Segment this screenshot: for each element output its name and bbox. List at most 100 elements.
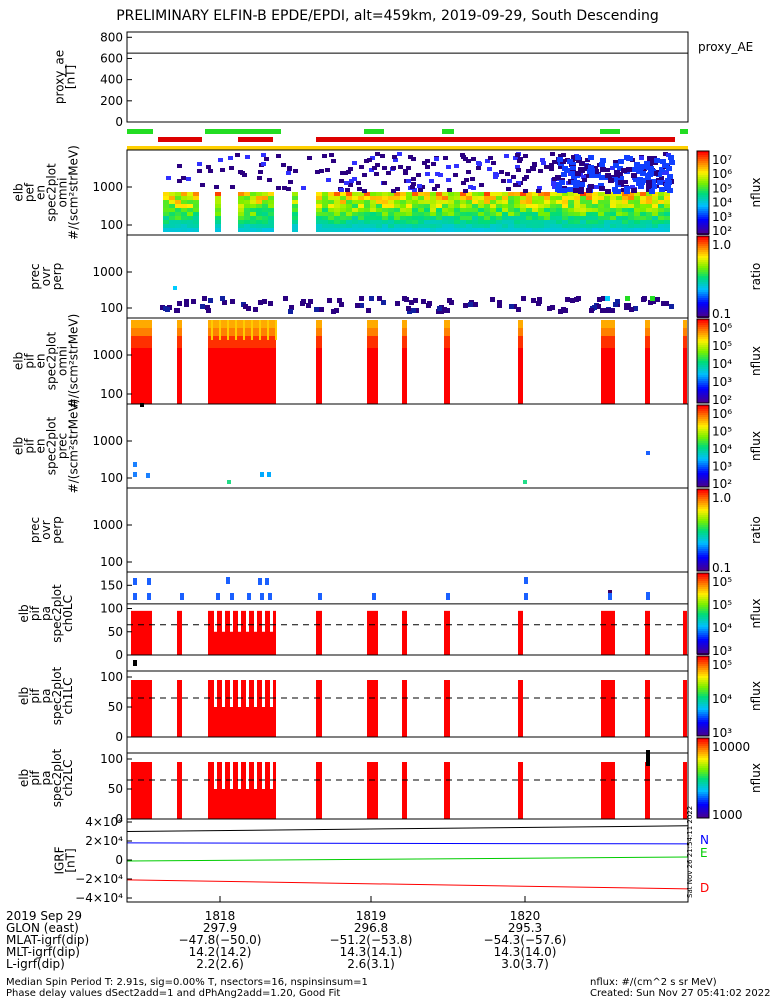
- colorbar-label: ratio: [749, 516, 763, 544]
- data-cell: [640, 228, 646, 232]
- colorbar-cell: [697, 215, 709, 217]
- data-cell: [177, 320, 182, 324]
- data-cell: [352, 228, 358, 232]
- data-cell: [448, 212, 454, 216]
- colorbar-cell: [697, 806, 709, 808]
- data-cell: [177, 301, 182, 306]
- pa-bar: [316, 610, 322, 655]
- data-cell: [664, 228, 670, 232]
- colorbar-cell: [697, 559, 709, 561]
- colorbar-cell: [697, 754, 709, 756]
- colorbar-cell: [697, 435, 709, 437]
- colorbar-tick-label: 10⁵: [712, 181, 732, 195]
- data-cell: [568, 220, 574, 224]
- data-cell: [388, 224, 394, 228]
- data-cell: [518, 336, 523, 340]
- colorbar-cell: [697, 361, 709, 363]
- colorbar-cell: [697, 201, 709, 203]
- data-cell: [526, 228, 532, 232]
- data-cell: [215, 204, 221, 208]
- data-cell: [208, 392, 276, 396]
- colorbar-cell: [697, 211, 709, 213]
- data-cell: [375, 163, 380, 167]
- colorbar-tick-label: 10⁵: [712, 598, 732, 612]
- colorbar-cell: [697, 507, 709, 509]
- data-cell: [366, 308, 371, 313]
- colorbar-cell: [697, 742, 709, 744]
- data-cell: [402, 348, 407, 352]
- side-date-text: Sat Nov 26 21:54:11 2022: [686, 806, 694, 898]
- data-cell: [257, 176, 262, 180]
- data-cell: [496, 192, 502, 196]
- colorbar-cell: [697, 730, 709, 732]
- data-cell: [244, 212, 250, 216]
- data-cell: [663, 152, 668, 156]
- data-cell: [306, 303, 311, 308]
- data-cell: [683, 400, 687, 404]
- data-cell: [645, 324, 650, 328]
- data-cell: [424, 212, 430, 216]
- data-cell: [598, 204, 604, 208]
- data-cell: [598, 183, 604, 188]
- data-cell: [364, 200, 370, 204]
- data-cell: [322, 212, 328, 216]
- data-cell: [514, 216, 520, 220]
- data-cell: [370, 208, 376, 212]
- data-cell: [411, 182, 416, 186]
- data-cell: [496, 216, 502, 220]
- data-cell: [376, 196, 382, 200]
- data-cell: [664, 220, 670, 224]
- y-axis-label: proxy_ae[nT]: [53, 50, 78, 104]
- data-cell: [646, 593, 650, 600]
- data-cell: [496, 200, 502, 204]
- data-cell: [402, 376, 407, 380]
- data-cell: [316, 224, 322, 228]
- data-cell: [215, 212, 221, 216]
- data-cell: [346, 196, 352, 200]
- data-cell: [177, 344, 182, 348]
- data-cell: [412, 196, 418, 200]
- data-cell: [243, 304, 248, 309]
- data-cell: [487, 167, 492, 171]
- data-cell: [454, 216, 460, 220]
- colorbar-cell: [697, 369, 709, 371]
- data-cell: [370, 192, 376, 196]
- data-cell: [430, 200, 436, 204]
- data-cell: [406, 166, 411, 170]
- data-cell: [544, 196, 550, 200]
- data-cell: [628, 228, 634, 232]
- data-cell: [446, 165, 451, 169]
- colorbar-cell: [697, 431, 709, 433]
- data-cell: [568, 224, 574, 228]
- data-cell: [397, 152, 402, 156]
- colorbar-cell: [697, 784, 709, 786]
- data-cell: [334, 220, 340, 224]
- data-cell: [580, 216, 586, 220]
- colorbar-cell: [697, 499, 709, 501]
- data-cell: [600, 167, 606, 172]
- colorbar-cell: [697, 660, 709, 662]
- y-tick-label: 150: [100, 578, 123, 592]
- colorbar-cell: [697, 393, 709, 395]
- data-cell: [175, 204, 181, 208]
- data-cell: [518, 320, 523, 324]
- data-cell: [518, 340, 523, 344]
- data-cell: [215, 220, 221, 224]
- data-cell: [193, 200, 199, 204]
- pa-gap: [214, 759, 217, 789]
- data-cell: [208, 364, 276, 368]
- data-cell: [260, 472, 264, 477]
- data-cell: [391, 189, 396, 193]
- data-cell: [520, 228, 526, 232]
- data-cell: [412, 212, 418, 216]
- data-cell: [538, 212, 544, 216]
- data-cell: [514, 204, 520, 208]
- colorbar-cell: [697, 409, 709, 411]
- data-cell: [238, 170, 243, 174]
- colorbar-tick-label: 10³: [712, 460, 732, 474]
- data-cell: [667, 174, 673, 179]
- colorbar-cell: [697, 177, 709, 179]
- ephem-value: 1819: [355, 909, 387, 923]
- colorbar-cell: [697, 451, 709, 453]
- colorbar-cell: [697, 647, 709, 649]
